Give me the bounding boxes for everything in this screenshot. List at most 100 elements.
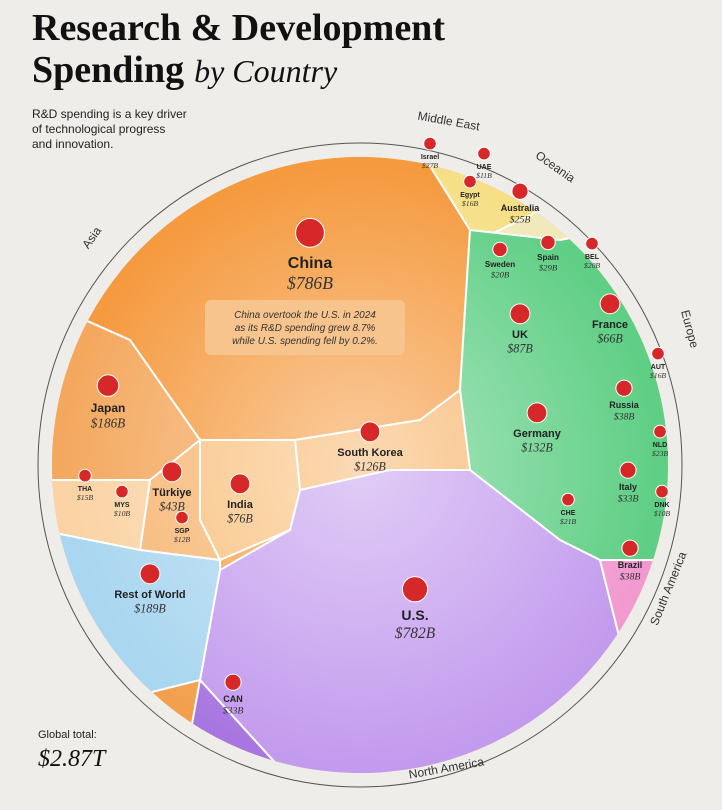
annotation-box [205,300,405,355]
cell-label: Japan [91,401,126,415]
cell-value: $10B [114,509,131,518]
cell-label: CHE [561,510,576,517]
flag [655,484,669,499]
cell-value: $29B [539,262,558,272]
cell-label: Brazil [618,560,643,570]
cell-value: $12B [174,535,191,544]
cell-value: $16B [462,199,479,208]
cell-value: $76B [227,511,253,525]
annotation: China overtook the U.S. in 2024 as its R… [232,310,378,347]
flag [463,174,477,189]
cell-value: $38B [614,412,635,423]
flag [477,146,491,161]
cell-value: $786B [287,273,333,293]
cell-value: $132B [521,440,553,454]
flag [599,293,621,315]
cell-value: $33B [618,494,639,505]
flag [619,461,637,479]
cell-label: UK [512,329,528,341]
cell-value: $126B [354,459,386,473]
flag [585,236,599,251]
title-main: Spending [32,49,184,91]
region-label: South America [647,549,689,627]
cell-value: $27B [422,161,439,170]
cell-value: $23B [652,449,669,458]
flag [161,461,183,483]
flag [561,492,575,507]
flag [511,182,529,200]
flag [540,234,556,251]
cell-label: Italy [619,482,637,492]
cell-labels: China$786B Japan$186B South Korea$126B Türk… [77,136,671,717]
flag [615,379,633,397]
flag [651,346,665,361]
subtitle-1: R&D spending is a key driver [32,107,187,121]
title-line2: Spending by Country [32,49,338,91]
cell-label: Egypt [460,192,480,199]
cell-label: South Korea [337,447,403,459]
region-label: Oceania [533,148,578,185]
annotation-line: while U.S. spending fell by 0.2%. [232,336,378,347]
cell-label: SGP [175,528,190,535]
cell-value: $25B [510,215,531,226]
region-label: Middle East [417,109,482,134]
cell-label: India [227,499,254,511]
cell-label: China [288,255,333,272]
flag [175,510,189,525]
cell-label: UAE [477,164,492,171]
cell-label: Rest of World [114,589,185,601]
title-by: by Country [194,53,338,89]
cell-label: CAN [223,694,243,704]
flag [224,673,242,691]
flag [139,563,161,585]
flag [423,136,437,151]
cell-value: $33B [223,706,244,717]
title-line1: Research & Development [32,7,445,49]
cell-value: $20B [584,261,601,270]
cell-value: $189B [134,601,166,615]
cell-label: AUT [651,364,666,371]
cell-label: U.S. [401,607,428,623]
subtitle-2: of technological progress [32,122,165,136]
cell-label: BEL [585,254,600,261]
flag [401,576,429,603]
cell-value: $10B [654,509,671,518]
flag [653,424,667,439]
flag [509,303,531,325]
cell-value: $782B [395,625,436,642]
flag [492,241,508,258]
cell-value: $16B [650,371,667,380]
cell-value: $87B [507,341,533,355]
cell-value: $66B [597,331,623,345]
flag [96,374,120,397]
cell-label: Sweden [485,260,515,269]
cell-label: THA [78,486,92,493]
subtitle-3: and innovation. [32,137,113,151]
total-label: Global total: [38,729,97,741]
cell-label: Türkiye [152,487,191,499]
flag [526,402,548,424]
cell-value: $43B [159,499,185,513]
total-value: $2.87T [38,746,107,772]
region-label: Europe [678,308,702,349]
cell-label: MYS [114,502,130,509]
annotation-line: China overtook the U.S. in 2024 [234,310,376,321]
flag [115,484,129,499]
cell-label: France [592,319,628,331]
flag [295,217,325,248]
flag [229,473,251,495]
flag [359,421,381,443]
cell-value: $11B [476,171,492,180]
cell-label: Russia [609,400,640,410]
cell-value: $38B [620,572,641,583]
cell-label: Australia [501,203,541,213]
cell-label: NLD [653,442,667,449]
cell-label: DNK [654,502,669,509]
cell-value: $15B [77,493,94,502]
region-label: Asia [79,224,104,251]
cell-value: $186B [91,416,125,431]
flag [78,468,92,483]
flag [621,539,639,557]
annotation-line: as its R&D spending grew 8.7% [235,323,376,334]
